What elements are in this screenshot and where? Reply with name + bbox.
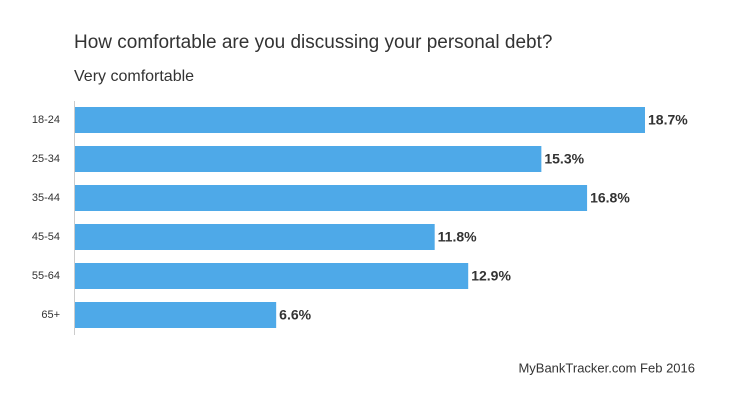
- data-label: 6.6%: [279, 307, 311, 323]
- data-label: 11.8%: [438, 229, 477, 245]
- bar: [75, 185, 588, 211]
- y-tick-label: 55-64: [32, 270, 60, 282]
- bar: [75, 146, 542, 172]
- y-tick-label: 25-34: [32, 153, 60, 165]
- chart-title: How comfortable are you discussing your …: [74, 32, 552, 53]
- y-tick-label: 18-24: [32, 114, 60, 126]
- bar: [75, 302, 277, 328]
- bar: [75, 107, 645, 133]
- bar: [75, 224, 435, 250]
- data-label: 12.9%: [471, 268, 511, 284]
- y-tick-label: 35-44: [32, 192, 60, 204]
- chart-subtitle: Very comfortable: [74, 68, 194, 85]
- data-label: 18.7%: [648, 112, 688, 128]
- y-tick-label: 65+: [41, 309, 60, 321]
- data-label: 16.8%: [590, 190, 630, 206]
- bar: [75, 263, 469, 289]
- y-tick-label: 45-54: [32, 231, 60, 243]
- data-label: 15.3%: [544, 151, 584, 167]
- source: MyBankTracker.com Feb 2016: [518, 360, 695, 375]
